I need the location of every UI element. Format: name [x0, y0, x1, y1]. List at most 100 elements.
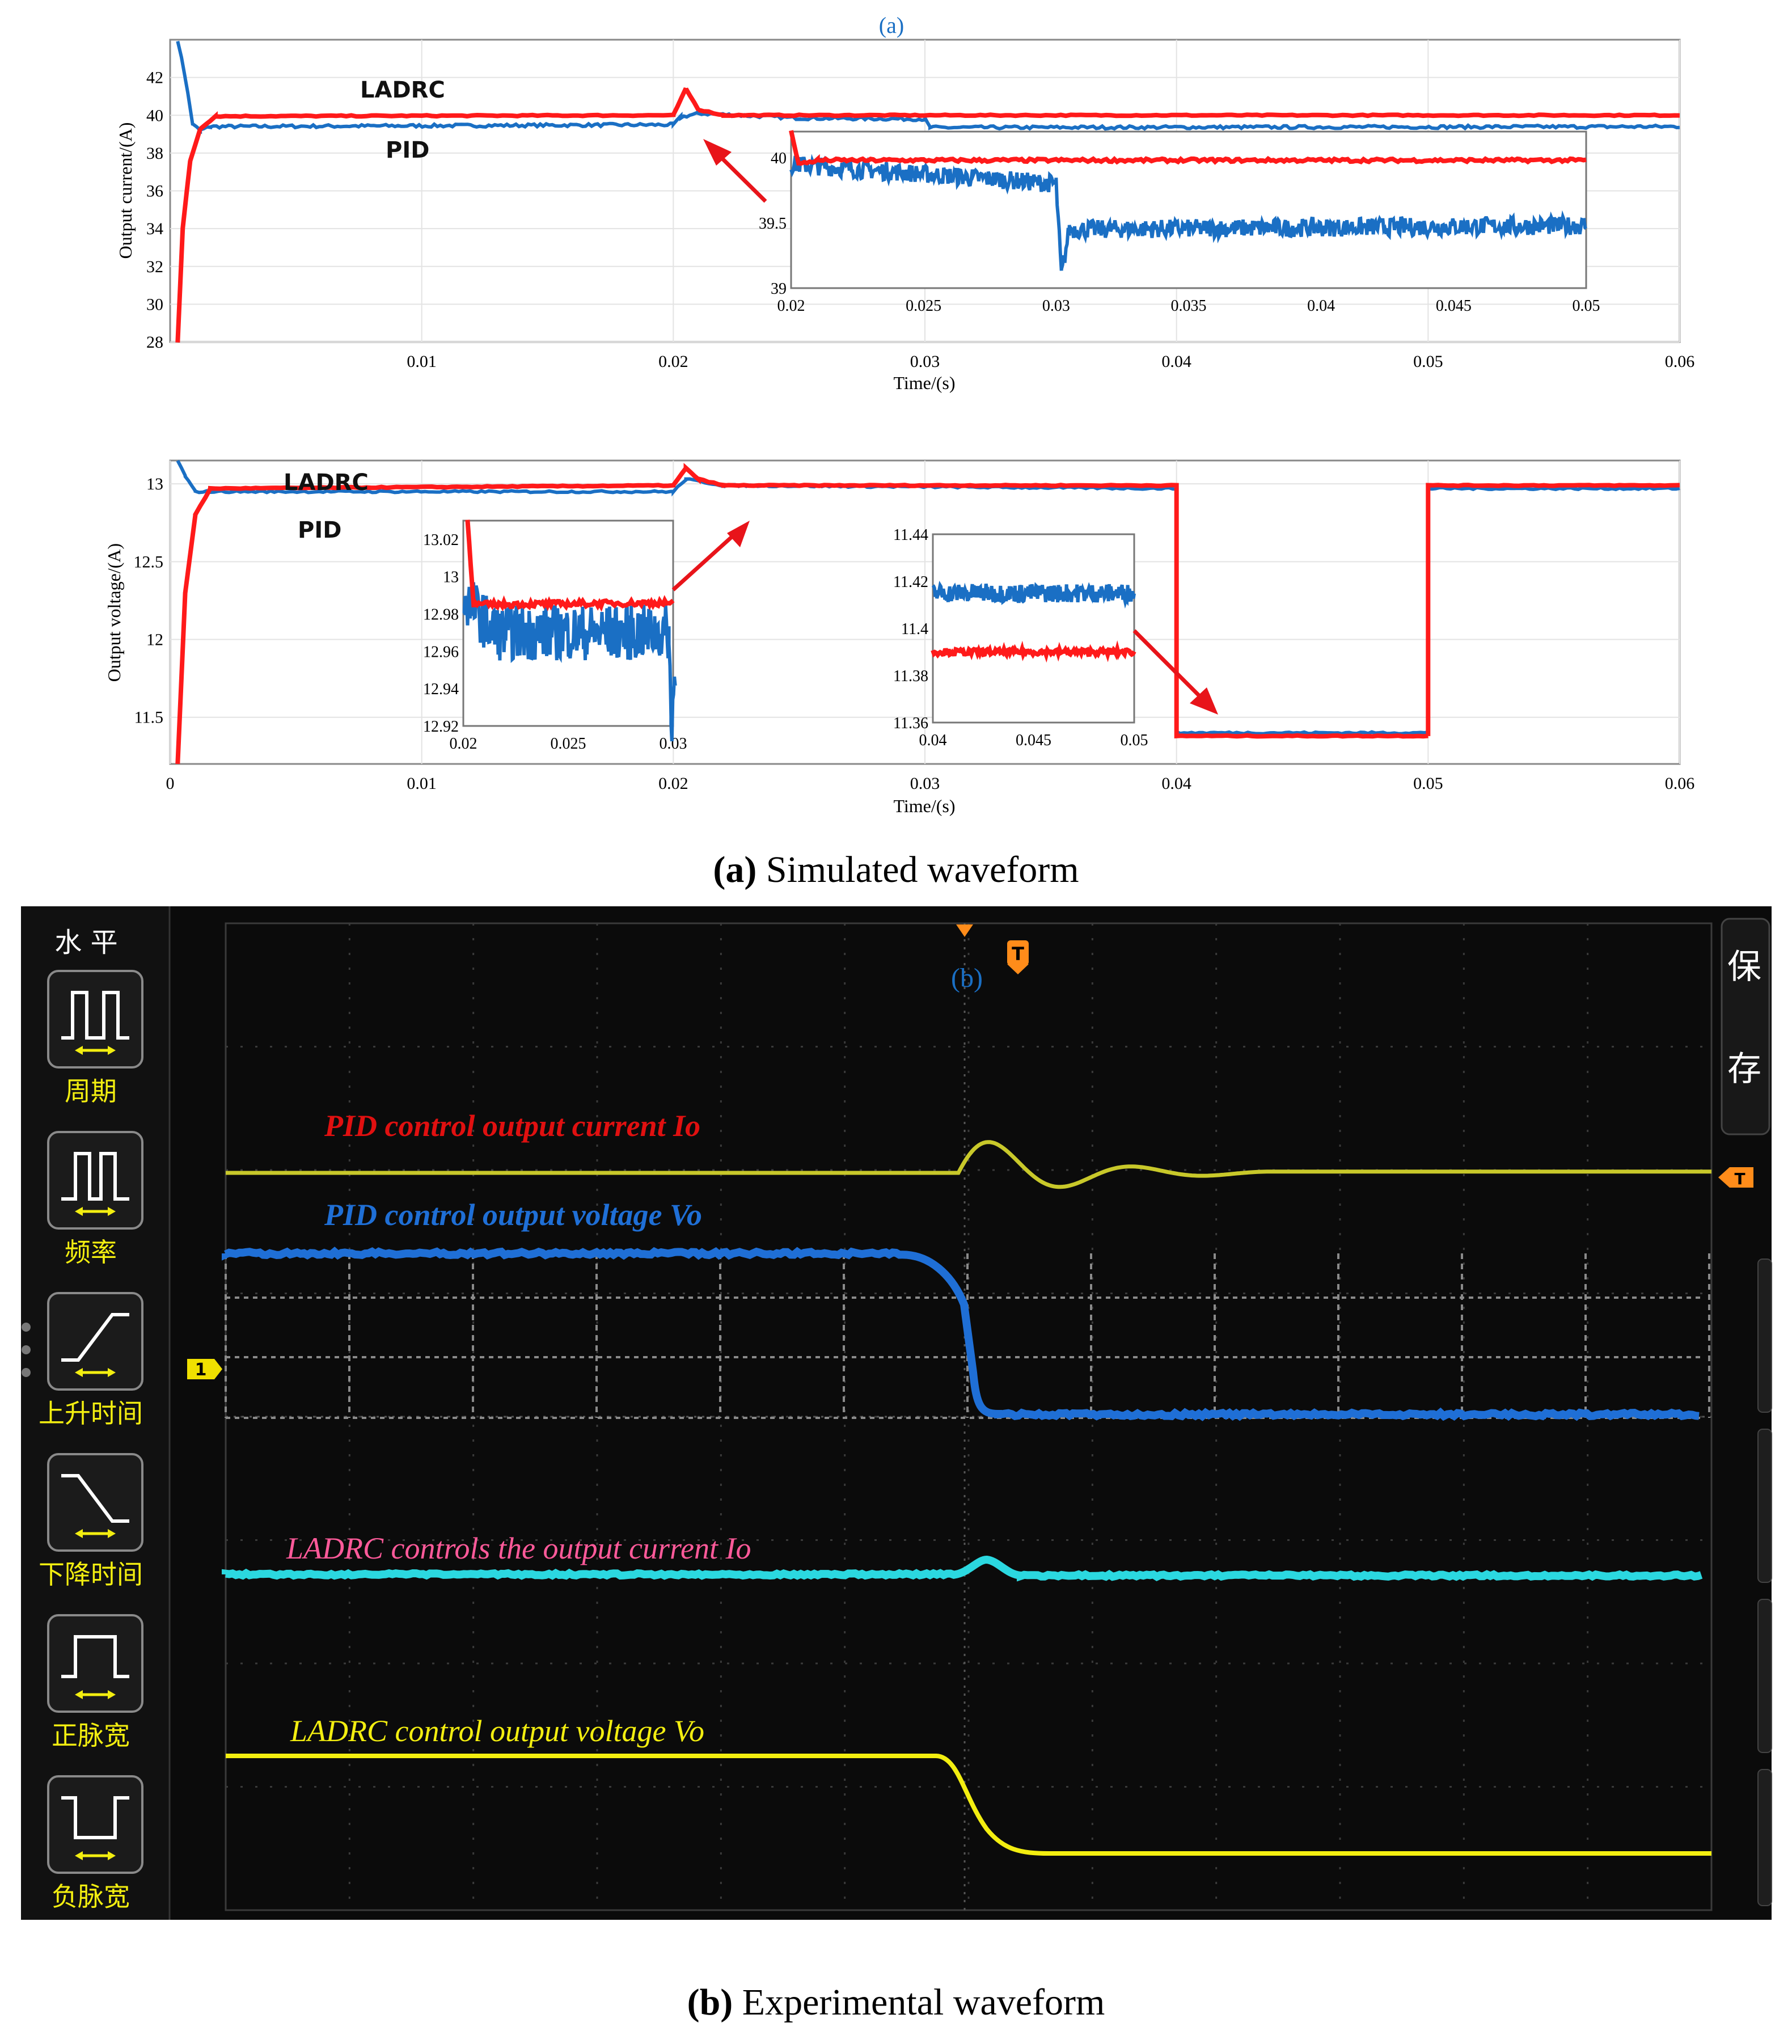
current-y-tick: 28: [146, 333, 163, 352]
voltage-inset-1-y-tick: 12.94: [423, 681, 459, 698]
ladrc-current-waveform: [222, 1555, 1703, 1582]
svg-text:1: 1: [195, 1360, 207, 1380]
voltage-ladrc-line: [175, 463, 1680, 765]
current-inset-y-tick: 39: [771, 280, 787, 298]
menu-item-label: 上升时间: [39, 1398, 143, 1429]
voltage-pid-label: PID: [298, 517, 341, 543]
voltage-x-tick: 0.01: [407, 774, 437, 793]
voltage-x-tick: 0.02: [658, 774, 688, 793]
trigger-position-icon: [956, 924, 973, 937]
voltage-y-tick: 12: [146, 631, 163, 649]
voltage-x-tick: 0.06: [1665, 774, 1695, 793]
rise-time-icon: [61, 1313, 129, 1377]
ladrc-voltage-waveform: [226, 1754, 1711, 1856]
current-inset-y-tick: 39.5: [759, 215, 787, 233]
voltage-x-tick: 0.03: [910, 774, 940, 793]
svg-text:T: T: [1012, 943, 1024, 965]
voltage-x-axis-label: Time/(s): [893, 796, 955, 816]
frequency-icon: [61, 1152, 129, 1216]
current-inset-x-tick: 0.03: [1042, 297, 1070, 315]
voltage-inset-1-y-tick: 12.96: [423, 643, 459, 661]
current-x-tick: 0.06: [1665, 352, 1695, 371]
caption-b-text: Experimental waveform: [733, 1982, 1105, 2023]
voltage-y-tick: 13: [146, 475, 163, 493]
caption-a-text: Simulated waveform: [756, 849, 1079, 890]
voltage-inset-2-x-tick: 0.045: [1016, 732, 1051, 749]
voltage-inset-2-y-tick: 11.44: [893, 526, 928, 544]
voltage-y-axis-label: Output voltage/(A): [104, 543, 124, 682]
menu-item-negative-width[interactable]: 负脉宽: [47, 1775, 143, 1912]
right-menu-char-1[interactable]: 保: [1727, 947, 1761, 987]
pid-voltage-waveform: [222, 1247, 1700, 1421]
annotation-pid-voltage: PID control output voltage Vo: [324, 1198, 702, 1232]
current-y-tick: 36: [146, 182, 163, 201]
caption-b: (b) Experimental waveform: [687, 1982, 1105, 2023]
voltage-inset-2-pid-line: [931, 580, 1136, 609]
current-x-tick: 0.04: [1161, 352, 1191, 371]
voltage-inset-2-y-tick: 11.42: [893, 573, 928, 591]
current-x-tick: 0.05: [1413, 352, 1443, 371]
caption-a: (a) Simulated waveform: [713, 849, 1079, 890]
voltage-inset-2-x-tick: 0.04: [919, 732, 947, 749]
voltage-zoom-arrow-1: [671, 521, 750, 592]
period-icon: [61, 991, 129, 1055]
current-inset-x-tick: 0.04: [1307, 297, 1335, 315]
negative-width-icon: [61, 1796, 129, 1860]
current-inset-pid-line: [789, 154, 1588, 271]
menu-item-frequency[interactable]: 频率: [47, 1131, 143, 1268]
current-y-axis-label: Output current/(A): [115, 123, 136, 259]
voltage-ladrc-label: LADRC: [284, 470, 369, 496]
voltage-inset-2: 11.36 11.38 11.4 11.42 11.44 0.04 0.045 0.05: [893, 526, 1148, 749]
channel-1-marker: 1: [187, 1359, 222, 1380]
voltage-y-tick: 11.5: [134, 708, 163, 727]
voltage-inset-2-y-tick: 11.38: [893, 668, 928, 685]
current-y-tick: 34: [146, 219, 163, 238]
pid-current-waveform: [226, 1140, 1711, 1189]
menu-item-label: 周期: [65, 1076, 117, 1107]
voltage-x-tick: 0.05: [1413, 774, 1443, 793]
current-pid-label: PID: [386, 137, 429, 163]
voltage-inset-2-y-tick: 11.36: [893, 715, 928, 732]
current-inset: 39 39.5 40 0.02 0.025 0.03 0.035 0.04 0.045 0.05: [759, 130, 1600, 315]
current-x-tick: 0.01: [407, 352, 437, 371]
current-inset-x-tick: 0.035: [1171, 297, 1207, 315]
voltage-inset-2-y-tick: 11.4: [901, 620, 928, 638]
panel-a-tag: (a): [879, 12, 904, 38]
svg-text:T: T: [1734, 1169, 1745, 1188]
right-menu-char-2[interactable]: 存: [1727, 1049, 1761, 1089]
menu-title: 水 平: [54, 927, 117, 958]
current-x-tick: 0.03: [910, 352, 940, 371]
voltage-inset-1-y-tick: 12.98: [423, 606, 459, 624]
menu-item-period[interactable]: 周期: [47, 970, 143, 1107]
voltage-x-tick: 0: [166, 774, 175, 793]
current-x-tick: 0.02: [658, 352, 688, 371]
current-y-tick: 38: [146, 144, 163, 163]
caption-b-letter: (b): [687, 1982, 733, 2023]
voltage-chart: 11.5 12 12.5 13 0 0.01 0.02 0.03 0.04 0.05 0.06 O…: [104, 459, 1695, 816]
current-y-tick: 30: [146, 295, 163, 314]
menu-item-label: 正脉宽: [52, 1720, 130, 1751]
current-inset-x-tick: 0.045: [1436, 297, 1472, 315]
menu-item-fall-time[interactable]: 下降时间: [39, 1453, 143, 1590]
current-inset-x-tick: 0.05: [1573, 297, 1600, 315]
voltage-y-tick: 12.5: [134, 552, 164, 571]
current-ladrc-label: LADRC: [360, 77, 445, 103]
voltage-inset-1-pid-line: [462, 582, 677, 742]
voltage-inset-2-x-tick: 0.05: [1121, 732, 1148, 749]
current-ladrc-line: [175, 87, 1680, 343]
menu-item-label: 频率: [65, 1237, 117, 1268]
annotation-ladrc-voltage: LADRC control output voltage Vo: [290, 1714, 704, 1748]
trigger-marker-top: T: [1007, 940, 1029, 974]
menu-item-positive-width[interactable]: 正脉宽: [47, 1614, 143, 1751]
voltage-inset-1-x-tick: 0.02: [450, 735, 477, 753]
menu-item-label: 负脉宽: [52, 1881, 130, 1912]
voltage-inset-1-ladrc-line: [465, 520, 675, 612]
fall-time-icon: [61, 1474, 129, 1538]
current-inset-x-tick: 0.02: [777, 297, 805, 315]
annotation-pid-current: PID control output current Io: [324, 1109, 700, 1143]
current-chart: (a) 28 30 32 34 36 38 40 42 0.01 0.02 0.03 0.04 0.0…: [115, 12, 1694, 393]
current-x-axis-label: Time/(s): [893, 373, 955, 393]
menu-item-rise-time[interactable]: 上升时间: [39, 1292, 143, 1429]
